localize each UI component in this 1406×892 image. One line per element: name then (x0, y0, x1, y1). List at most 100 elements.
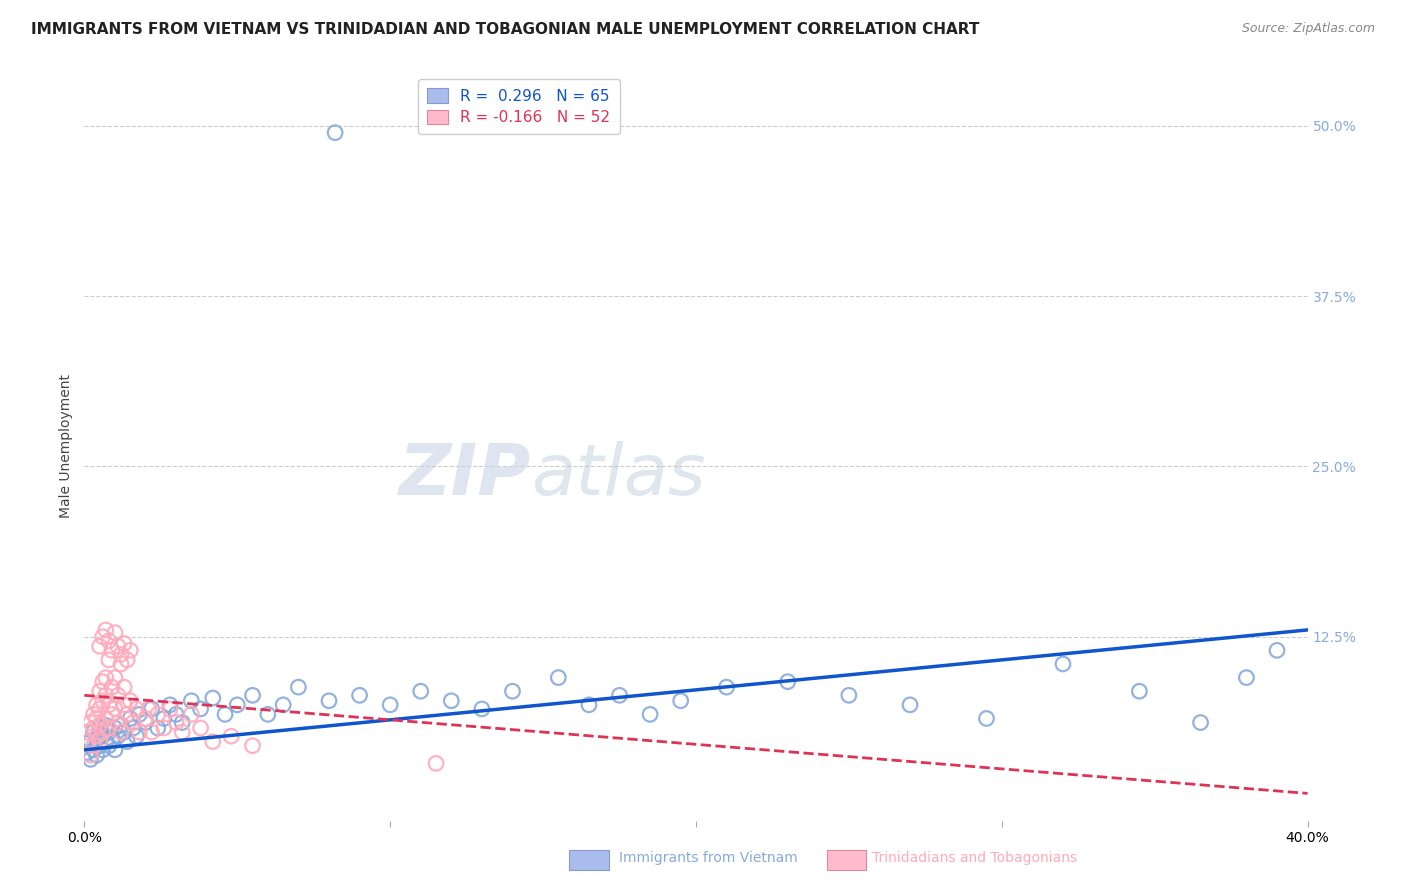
Point (110, 657, 132, 671)
Point (89, 684, 111, 698)
Point (138, 702, 160, 716)
Point (110, 725, 132, 739)
Point (609, 688, 631, 702)
Point (97, 653, 120, 667)
Point (1236, 671, 1258, 685)
Point (104, 702, 127, 716)
Point (101, 680, 124, 694)
Point (1052, 657, 1074, 671)
Point (146, 721, 169, 735)
Point (1265, 643, 1288, 657)
Point (89, 721, 111, 735)
Point (159, 698, 181, 712)
Point (120, 711, 142, 725)
Point (107, 729, 129, 743)
Point (122, 715, 145, 730)
Point (104, 721, 127, 735)
Point (898, 698, 921, 712)
Point (86, 711, 108, 725)
Point (323, 126, 346, 140)
Point (165, 707, 187, 722)
Point (83, 743, 105, 757)
Point (101, 707, 124, 722)
Point (89, 718, 111, 732)
Point (115, 653, 138, 667)
Point (716, 680, 738, 694)
Point (101, 731, 124, 746)
Point (79, 752, 101, 766)
Point (125, 702, 148, 716)
Point (638, 707, 661, 722)
Point (146, 707, 169, 722)
Point (838, 688, 860, 702)
Point (257, 707, 280, 722)
Point (91, 630, 114, 644)
Point (97, 739, 120, 753)
Point (409, 684, 432, 698)
Point (1189, 715, 1212, 730)
Point (101, 643, 124, 657)
Point (86, 748, 108, 763)
Point (91, 743, 114, 757)
Point (425, 756, 447, 771)
Point (122, 721, 145, 735)
Point (128, 707, 150, 722)
Point (112, 698, 135, 712)
Point (502, 684, 524, 698)
Point (547, 671, 569, 685)
Point (380, 698, 402, 712)
Point (97, 633, 120, 648)
Point (94, 671, 117, 685)
Point (318, 694, 340, 708)
Point (214, 707, 236, 722)
Point (89, 702, 111, 716)
Point (242, 739, 264, 753)
Point (83, 721, 105, 735)
Point (83, 707, 105, 722)
Point (349, 688, 371, 702)
Point (153, 721, 176, 735)
Point (94, 734, 117, 748)
Y-axis label: Male Unemployment: Male Unemployment (59, 374, 73, 518)
Text: Trinidadians and Tobagonians: Trinidadians and Tobagonians (872, 851, 1077, 865)
Point (165, 715, 187, 730)
Point (110, 718, 132, 732)
Point (107, 688, 129, 702)
Point (89, 640, 111, 654)
Legend: R =  0.296   N = 65, R = -0.166   N = 52: R = 0.296 N = 65, R = -0.166 N = 52 (418, 79, 620, 135)
Point (180, 707, 202, 722)
Point (180, 694, 202, 708)
Point (172, 715, 194, 730)
Point (97, 698, 120, 712)
Point (107, 715, 129, 730)
Text: atlas: atlas (531, 442, 706, 510)
Point (125, 729, 148, 743)
Point (1128, 684, 1150, 698)
Point (76, 734, 98, 748)
Point (242, 688, 264, 702)
Point (471, 702, 494, 716)
Point (190, 702, 212, 716)
Point (104, 671, 127, 685)
Point (287, 680, 309, 694)
Point (94, 623, 117, 637)
Point (115, 734, 138, 748)
Point (115, 707, 138, 722)
Text: IMMIGRANTS FROM VIETNAM VS TRINIDADIAN AND TOBAGONIAN MALE UNEMPLOYMENT CORRELAT: IMMIGRANTS FROM VIETNAM VS TRINIDADIAN A… (31, 22, 980, 37)
Point (91, 674, 114, 689)
Point (669, 694, 692, 708)
Point (104, 625, 127, 640)
Point (97, 721, 120, 735)
Point (120, 694, 142, 708)
Point (94, 718, 117, 732)
Point (91, 694, 114, 708)
Point (89, 739, 111, 753)
Point (976, 711, 998, 725)
Point (83, 739, 105, 753)
Point (172, 725, 194, 739)
Point (135, 711, 157, 725)
Point (226, 698, 249, 712)
Point (201, 734, 224, 748)
Point (271, 698, 294, 712)
Point (91, 725, 114, 739)
